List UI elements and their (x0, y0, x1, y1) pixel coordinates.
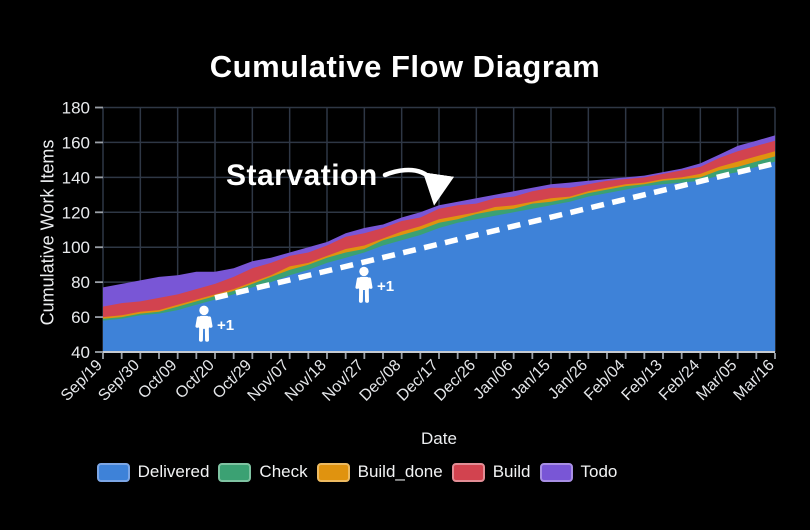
staff-annotation: +1 (355, 266, 394, 303)
x-tick-label: Mar/16 (731, 357, 778, 404)
area-delivered (103, 161, 775, 352)
staff-annotation: +1 (195, 305, 234, 342)
legend-swatch (96, 462, 130, 482)
staff-plus-label: +1 (217, 317, 234, 334)
x-tick-label: Nov/18 (282, 357, 330, 405)
y-tick-label: 100 (62, 238, 90, 257)
y-tick-label: 60 (71, 308, 90, 327)
y-tick-label: 120 (62, 203, 90, 222)
trend-line (214, 160, 776, 301)
generated-chart-layers: 40 60 80 100 120 140 160 180 Sep/19Sep/30Oct/09O… (58, 99, 778, 405)
legend-item-build_done[interactable]: Build_done (316, 462, 443, 482)
y-tick-label: 80 (71, 273, 90, 292)
y-tick-label: 40 (71, 343, 90, 362)
staff-plus-label: +1 (377, 278, 394, 295)
x-tick-label: Feb/04 (581, 357, 628, 404)
legend-item-delivered[interactable]: Delivered (96, 462, 210, 482)
legend-swatch (218, 462, 252, 482)
legend-label: Build_done (357, 462, 443, 481)
x-tick-label: Oct/09 (135, 357, 180, 402)
x-tick-label: Jan/06 (471, 357, 517, 403)
x-tick-label: Oct/20 (172, 357, 217, 402)
legend-label: Delivered (137, 462, 210, 481)
x-tick-label: Nov/27 (319, 357, 367, 405)
x-tick-label: Dec/26 (431, 357, 479, 405)
legend-swatch (451, 462, 485, 482)
x-tick-label: Nov/07 (245, 357, 293, 405)
legend-item-todo[interactable]: Todo (539, 462, 618, 482)
x-tick-label: Dec/17 (394, 357, 442, 405)
person-icon (199, 305, 209, 316)
legend-label: Check (259, 462, 308, 481)
y-tick-label: 180 (62, 99, 90, 118)
legend-label: Build (492, 462, 531, 481)
starvation-annotation: Starvation (226, 159, 378, 192)
x-tick-label: Sep/19 (58, 357, 106, 405)
x-tick-label: Feb/24 (656, 357, 703, 404)
chart-title: Cumulative Flow Diagram (209, 49, 601, 84)
legend-swatch (316, 462, 350, 482)
legend: Delivered Check Build_done Build Todo (0, 462, 810, 482)
y-tick-label: 140 (62, 168, 90, 187)
x-axis-title: Date (421, 429, 457, 448)
x-tick-label: Sep/30 (95, 357, 143, 405)
legend-swatch (539, 462, 573, 482)
axis-ticks (95, 106, 776, 359)
y-axis-title: Cumulative Work Items (37, 139, 58, 326)
x-tick-label: Dec/08 (357, 357, 405, 405)
legend-item-build[interactable]: Build (451, 462, 531, 482)
person-icon (359, 266, 369, 277)
curved-arrow-icon (382, 167, 455, 206)
y-tick-label: 160 (62, 133, 90, 152)
x-tick-label: Mar/05 (693, 357, 740, 404)
legend-item-check[interactable]: Check (218, 462, 308, 482)
x-tick-label: Jan/15 (508, 357, 554, 403)
x-tick-label: Feb/13 (619, 357, 666, 404)
legend-label: Todo (580, 462, 618, 481)
